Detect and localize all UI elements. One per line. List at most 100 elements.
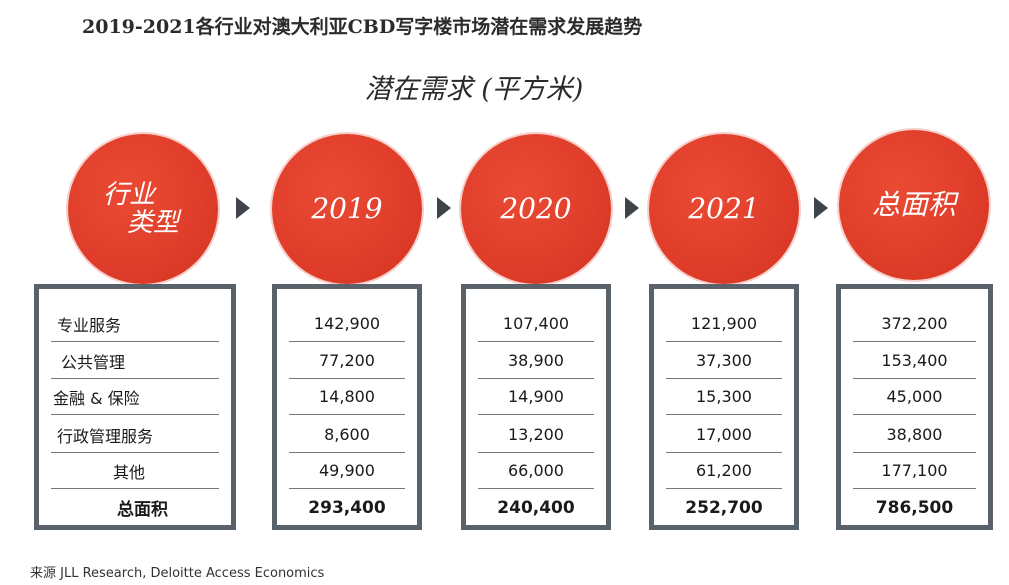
row-divider [51, 341, 219, 342]
cell-value: 38,900 [508, 351, 564, 370]
table-cell: 786,500 [841, 489, 988, 526]
cell-value: 45,000 [886, 387, 943, 406]
table-column-industry: 专业服务公共管理金融 & 保险行政管理服务其他总面积 [34, 284, 236, 530]
cell-value: 107,400 [502, 314, 570, 333]
table-cell: 142,900 [277, 305, 417, 342]
row-label-text: 金融 & 保险 [53, 388, 140, 408]
cell-value: 14,800 [319, 387, 375, 406]
row-label-other: 其他 [39, 452, 231, 489]
header-industry-line-1: 行业 [102, 180, 155, 210]
row-divider [51, 452, 219, 453]
row-divider [666, 452, 782, 453]
source-note: 来源 JLL Research, Deloitte Access Economi… [30, 566, 325, 581]
cell-value: 38,800 [886, 425, 943, 444]
table-cell: 14,900 [466, 378, 606, 415]
row-label-text: 其他 [113, 462, 146, 482]
table-cell: 38,900 [466, 342, 606, 379]
cell-value: 142,900 [313, 314, 381, 333]
cell-value: 49,900 [319, 461, 375, 480]
header-total-label: 总面积 [871, 188, 956, 221]
row-divider [666, 488, 782, 489]
table-column-total: 372,200 153,400 45,000 38,800 177,100 786,500 [836, 284, 993, 530]
row-label-total: 总面积 [39, 489, 231, 526]
table-cell: 121,900 [654, 305, 794, 342]
row-divider [666, 341, 782, 342]
chart-subtitle: 潜在需求 (平方米) [364, 74, 584, 105]
cell-value: 13,200 [508, 425, 564, 444]
arrow-right-icon [814, 197, 828, 219]
header-industry-line-2: 类型 [126, 208, 179, 238]
row-label-public-admin: 公共管理 [39, 342, 231, 379]
table-cell: 293,400 [277, 489, 417, 526]
row-divider [478, 378, 594, 379]
table-cell: 14,800 [277, 378, 417, 415]
cell-value: 66,000 [508, 461, 564, 480]
cell-value: 293,400 [308, 497, 386, 518]
row-divider [51, 378, 219, 379]
cell-value: 15,300 [696, 387, 752, 406]
header-2020-label: 2020 [500, 192, 572, 225]
row-label-text: 总面积 [117, 500, 168, 520]
table-cell: 49,900 [277, 452, 417, 489]
cell-value: 786,500 [875, 497, 954, 518]
table-cell: 15,300 [654, 378, 794, 415]
header-2021-label: 2021 [688, 192, 760, 225]
row-divider [478, 341, 594, 342]
cell-value: 153,400 [881, 351, 948, 370]
arrow-right-icon [437, 197, 451, 219]
cell-value: 14,900 [508, 387, 564, 406]
arrow-right-icon [236, 197, 250, 219]
row-divider [289, 341, 405, 342]
table-cell: 153,400 [841, 342, 988, 379]
row-divider [289, 378, 405, 379]
row-label-text: 专业服务 [57, 315, 122, 335]
row-divider [666, 378, 782, 379]
row-label-text: 行政管理服务 [57, 426, 154, 446]
header-circle-2019: 2019 [272, 134, 422, 284]
page-title: 2019-2021各行业对澳大利亚CBD写字楼市场潜在需求发展趋势 [82, 16, 643, 38]
table-cell: 252,700 [654, 489, 794, 526]
table-cell: 177,100 [841, 452, 988, 489]
cell-value: 252,700 [685, 497, 763, 518]
cell-value: 240,400 [497, 497, 575, 518]
cell-value: 17,000 [696, 425, 752, 444]
table-cell: 38,800 [841, 416, 988, 453]
row-label-admin-services: 行政管理服务 [39, 416, 231, 453]
table-cell: 8,600 [277, 416, 417, 453]
row-divider [478, 488, 594, 489]
row-label-professional-services: 专业服务 [39, 305, 231, 342]
row-divider [51, 488, 219, 489]
header-circle-2020: 2020 [461, 134, 611, 284]
cell-value: 37,300 [696, 351, 752, 370]
table-cell: 17,000 [654, 416, 794, 453]
header-circle-industry: 行业 类型 [68, 134, 218, 284]
cell-value: 77,200 [319, 351, 375, 370]
table-cell: 13,200 [466, 416, 606, 453]
cell-value: 61,200 [696, 461, 752, 480]
table-cell: 107,400 [466, 305, 606, 342]
row-divider [478, 414, 594, 415]
table-cell: 61,200 [654, 452, 794, 489]
row-divider [853, 341, 976, 342]
row-divider [853, 488, 976, 489]
table-column-2021: 121,900 37,300 15,300 17,000 61,200 252,700 [649, 284, 799, 530]
cell-value: 372,200 [881, 314, 948, 333]
cell-value: 177,100 [881, 461, 948, 480]
row-divider [853, 452, 976, 453]
cell-value: 121,900 [690, 314, 758, 333]
row-divider [478, 452, 594, 453]
table-column-2020: 107,400 38,900 14,900 13,200 66,000 240,400 [461, 284, 611, 530]
header-circle-2021: 2021 [649, 134, 799, 284]
row-label-text: 公共管理 [61, 352, 126, 372]
table-column-2019: 142,900 77,200 14,800 8,600 49,900 293,400 [272, 284, 422, 530]
row-divider [289, 488, 405, 489]
cell-value: 8,600 [324, 425, 370, 444]
row-divider [289, 414, 405, 415]
row-divider [853, 378, 976, 379]
header-2019-label: 2019 [311, 192, 383, 225]
row-divider [853, 414, 976, 415]
row-divider [51, 414, 219, 415]
table-cell: 66,000 [466, 452, 606, 489]
row-divider [666, 414, 782, 415]
table-cell: 240,400 [466, 489, 606, 526]
